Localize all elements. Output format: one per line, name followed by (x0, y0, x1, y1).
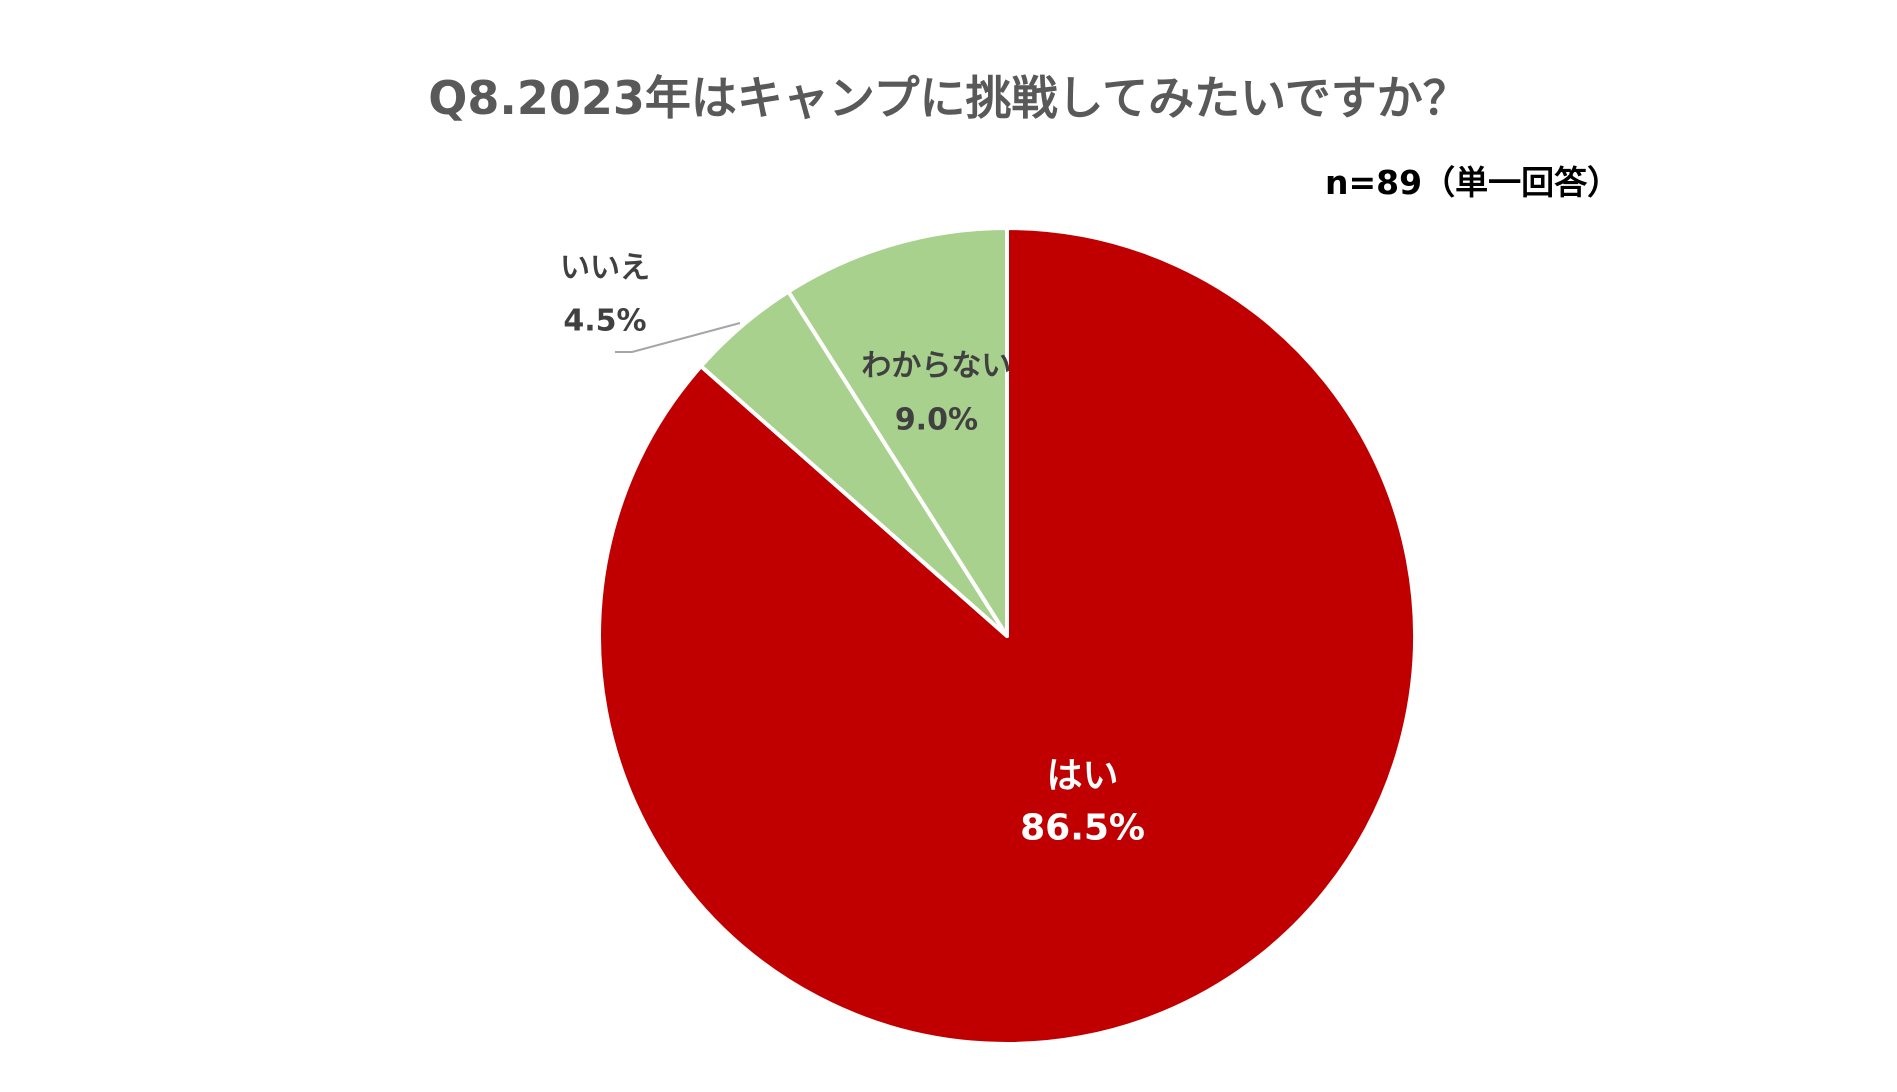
slice-label-3: わからない (861, 349, 1011, 384)
slice-label-2: いいえ (560, 251, 650, 286)
slice-value-1: 86.5% (1020, 807, 1145, 848)
slice-value-2: 4.5% (563, 304, 646, 339)
slice-value-3: 9.0% (895, 403, 978, 438)
chart-title: Q8.2023年はキャンプに挑戦してみたいですか？ (428, 71, 1469, 125)
sample-size-note: n=89（単一回答） (1325, 163, 1621, 202)
pie-slice-3 (786, 226, 1009, 638)
slice-label-1: はい (1047, 755, 1119, 796)
leader-line-2 (615, 322, 741, 353)
